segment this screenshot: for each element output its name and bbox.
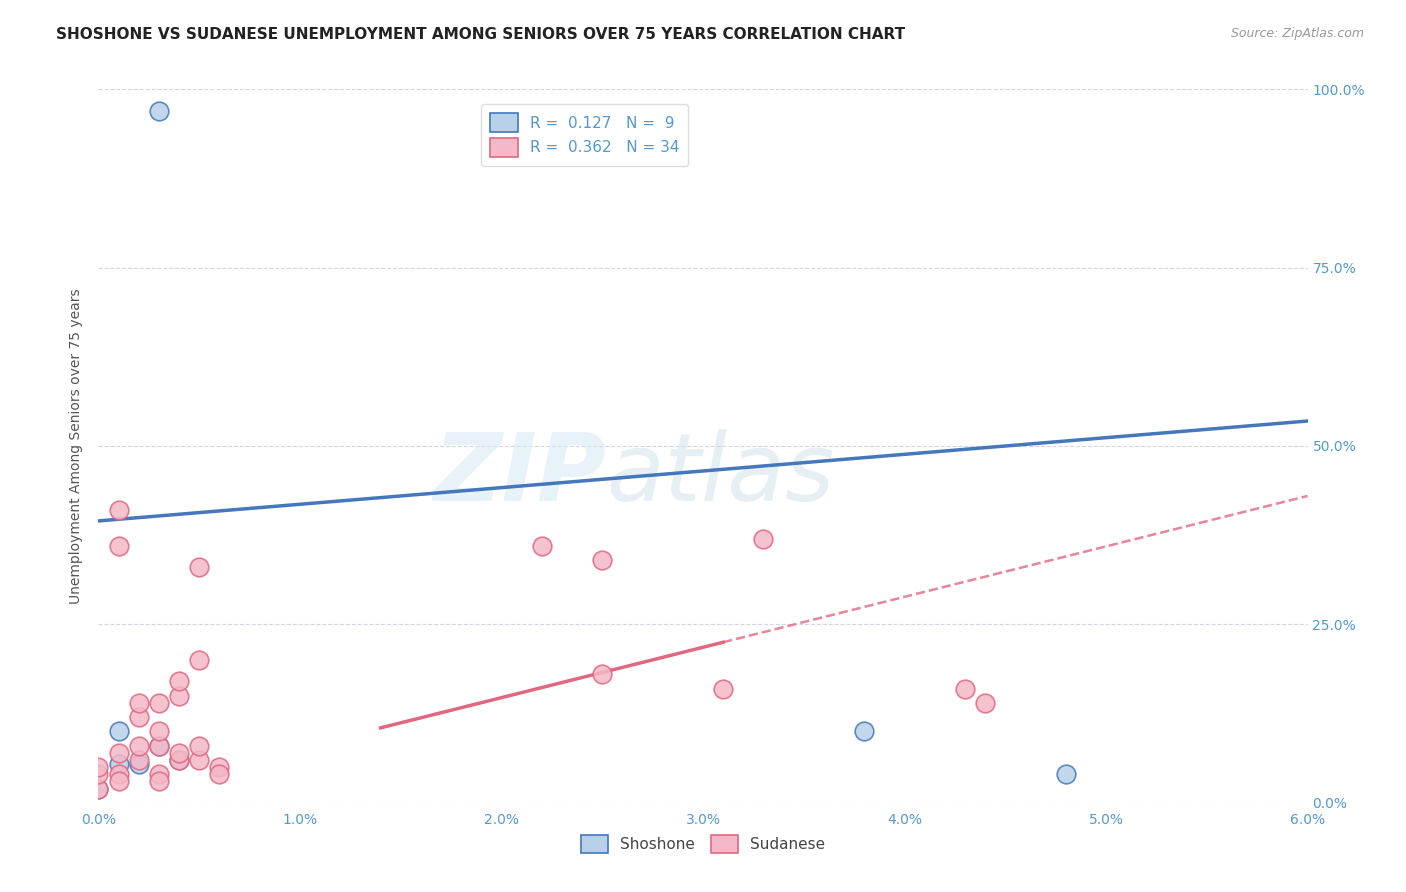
Y-axis label: Unemployment Among Seniors over 75 years: Unemployment Among Seniors over 75 years — [69, 288, 83, 604]
Point — [591, 667, 613, 681]
Text: ZIP: ZIP — [433, 428, 606, 521]
Point — [208, 760, 231, 774]
Point — [167, 746, 190, 760]
Point — [107, 724, 129, 739]
Text: Source: ZipAtlas.com: Source: ZipAtlas.com — [1230, 27, 1364, 40]
Point — [853, 724, 876, 739]
Point — [188, 739, 211, 753]
Point — [711, 681, 734, 696]
Point — [1054, 767, 1077, 781]
Point — [107, 774, 129, 789]
Point — [128, 753, 150, 767]
Point — [167, 689, 190, 703]
Point — [167, 674, 190, 689]
Point — [107, 767, 129, 781]
Point — [87, 781, 110, 796]
Point — [128, 756, 150, 771]
Point — [591, 553, 613, 567]
Point — [107, 756, 129, 771]
Text: atlas: atlas — [606, 429, 835, 520]
Point — [167, 753, 190, 767]
Point — [107, 746, 129, 760]
Point — [128, 710, 150, 724]
Point — [188, 560, 211, 574]
Point — [208, 767, 231, 781]
Point — [107, 503, 129, 517]
Point — [148, 696, 170, 710]
Point — [148, 774, 170, 789]
Point — [148, 739, 170, 753]
Point — [148, 739, 170, 753]
Point — [188, 653, 211, 667]
Point — [148, 724, 170, 739]
Point — [188, 753, 211, 767]
Point — [148, 767, 170, 781]
Point — [107, 539, 129, 553]
Point — [167, 753, 190, 767]
Legend: Shoshone, Sudanese: Shoshone, Sudanese — [575, 829, 831, 859]
Point — [87, 781, 110, 796]
Point — [752, 532, 775, 546]
Point — [953, 681, 976, 696]
Point — [87, 767, 110, 781]
Text: SHOSHONE VS SUDANESE UNEMPLOYMENT AMONG SENIORS OVER 75 YEARS CORRELATION CHART: SHOSHONE VS SUDANESE UNEMPLOYMENT AMONG … — [56, 27, 905, 42]
Point — [530, 539, 553, 553]
Point — [128, 739, 150, 753]
Point — [128, 696, 150, 710]
Point — [974, 696, 997, 710]
Point — [87, 760, 110, 774]
Point — [148, 103, 170, 118]
